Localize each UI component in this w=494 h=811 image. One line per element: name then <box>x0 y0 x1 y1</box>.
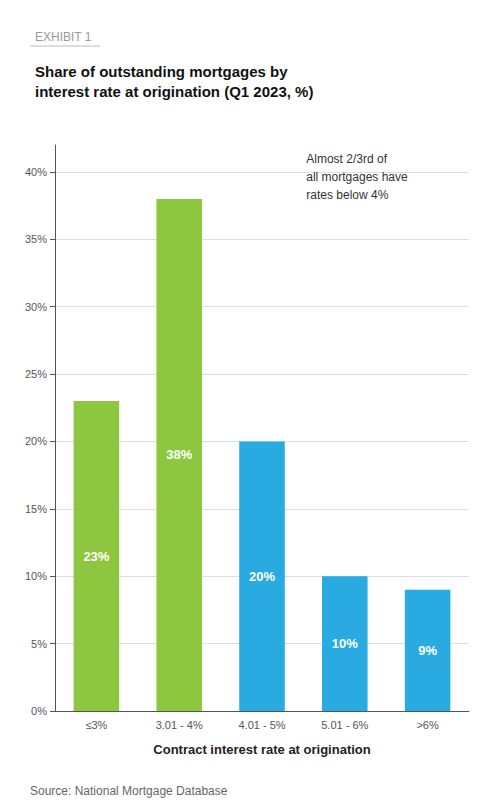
svg-text:≤3%: ≤3% <box>85 719 107 731</box>
svg-text:0%: 0% <box>31 705 47 717</box>
svg-text:3.01 - 4%: 3.01 - 4% <box>156 719 203 731</box>
svg-text:all mortgages have: all mortgages have <box>306 170 408 184</box>
svg-text:4.01 - 5%: 4.01 - 5% <box>238 719 285 731</box>
svg-text:rates below 4%: rates below 4% <box>306 188 388 202</box>
svg-text:interest rate at origination (: interest rate at origination (Q1 2023, %… <box>35 83 313 100</box>
svg-text:9%: 9% <box>418 643 437 658</box>
svg-text:40%: 40% <box>25 166 47 178</box>
svg-text:Contract interest rate at orig: Contract interest rate at origination <box>153 742 370 757</box>
svg-text:Share of outstanding mortgages: Share of outstanding mortgages by <box>35 63 288 80</box>
svg-text:23%: 23% <box>83 549 109 564</box>
svg-text:38%: 38% <box>166 447 192 462</box>
svg-text:5%: 5% <box>31 638 47 650</box>
svg-text:5.01 - 6%: 5.01 - 6% <box>321 719 368 731</box>
svg-text:35%: 35% <box>25 233 47 245</box>
svg-text:>6%: >6% <box>416 719 439 731</box>
svg-text:EXHIBIT 1: EXHIBIT 1 <box>35 30 92 44</box>
svg-text:10%: 10% <box>332 636 358 651</box>
svg-text:30%: 30% <box>25 301 47 313</box>
svg-text:20%: 20% <box>25 435 47 447</box>
svg-text:Source: National Mortgage Data: Source: National Mortgage Database <box>30 784 228 798</box>
svg-text:20%: 20% <box>249 569 275 584</box>
svg-text:Almost 2/3rd of: Almost 2/3rd of <box>306 152 387 166</box>
svg-text:15%: 15% <box>25 503 47 515</box>
svg-text:10%: 10% <box>25 570 47 582</box>
svg-text:25%: 25% <box>25 368 47 380</box>
